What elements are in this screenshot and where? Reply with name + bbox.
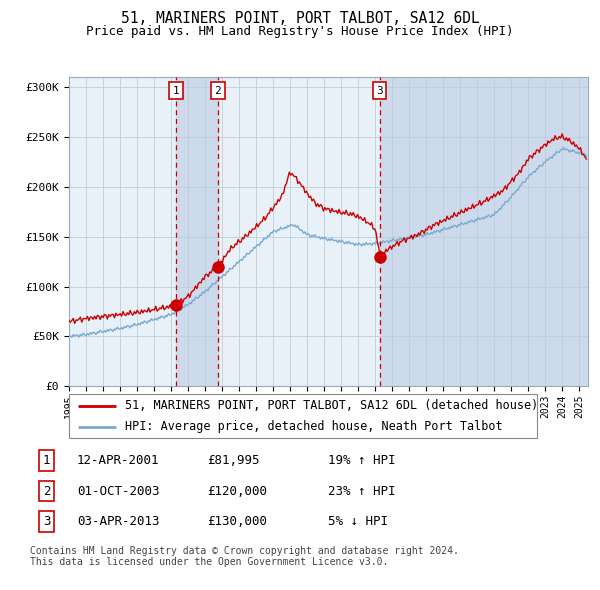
Text: 5% ↓ HPI: 5% ↓ HPI bbox=[328, 515, 388, 528]
Text: HPI: Average price, detached house, Neath Port Talbot: HPI: Average price, detached house, Neat… bbox=[125, 420, 503, 433]
Text: 1: 1 bbox=[172, 86, 179, 96]
Text: 12-APR-2001: 12-APR-2001 bbox=[77, 454, 160, 467]
Text: £130,000: £130,000 bbox=[206, 515, 266, 528]
Text: 51, MARINERS POINT, PORT TALBOT, SA12 6DL: 51, MARINERS POINT, PORT TALBOT, SA12 6D… bbox=[121, 11, 479, 25]
Bar bbox=[380, 77, 588, 386]
Text: 19% ↑ HPI: 19% ↑ HPI bbox=[328, 454, 395, 467]
Text: 03-APR-2013: 03-APR-2013 bbox=[77, 515, 160, 528]
Bar bbox=[176, 77, 218, 386]
Text: 2: 2 bbox=[43, 484, 50, 498]
Text: 1: 1 bbox=[43, 454, 50, 467]
Text: Contains HM Land Registry data © Crown copyright and database right 2024.
This d: Contains HM Land Registry data © Crown c… bbox=[30, 546, 459, 568]
Text: Price paid vs. HM Land Registry's House Price Index (HPI): Price paid vs. HM Land Registry's House … bbox=[86, 25, 514, 38]
Text: £120,000: £120,000 bbox=[206, 484, 266, 498]
Text: 23% ↑ HPI: 23% ↑ HPI bbox=[328, 484, 395, 498]
Text: 2: 2 bbox=[215, 86, 221, 96]
Text: 01-OCT-2003: 01-OCT-2003 bbox=[77, 484, 160, 498]
Text: 3: 3 bbox=[376, 86, 383, 96]
Bar bbox=[577, 77, 588, 386]
Text: 51, MARINERS POINT, PORT TALBOT, SA12 6DL (detached house): 51, MARINERS POINT, PORT TALBOT, SA12 6D… bbox=[125, 399, 538, 412]
Text: 3: 3 bbox=[43, 515, 50, 528]
Text: £81,995: £81,995 bbox=[206, 454, 259, 467]
